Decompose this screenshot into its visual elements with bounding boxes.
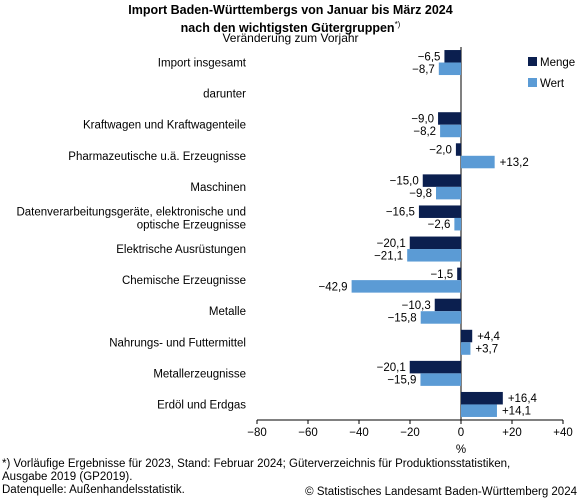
bar-menge: [438, 112, 461, 125]
category-label: Datenverarbeitungsgeräte, elektronische …: [16, 206, 246, 218]
value-label: −10,3: [402, 300, 431, 312]
category-label: Kraftwagen und Kraftwagenteile: [83, 120, 246, 132]
value-label: −20,1: [377, 362, 406, 374]
x-axis: −80 −60 −40 −20 0 +20 +40%: [247, 419, 573, 456]
category-label: Import insgesamt: [158, 58, 247, 70]
legend: Menge Wert: [528, 57, 575, 90]
chart-title-text: nach den wichtigsten Gütergruppen: [180, 21, 395, 36]
bar-menge: [444, 50, 461, 63]
bars: [351, 50, 503, 417]
value-label: −15,0: [390, 176, 419, 188]
value-label: −2,6: [428, 219, 451, 231]
category-label: Elektrische Ausrüstungen: [116, 244, 246, 256]
data-source: Datenquelle: Außenhandelsstatistik.: [2, 484, 185, 496]
value-label: +3,7: [475, 344, 498, 356]
bar-menge: [418, 205, 461, 218]
category-label: Metallerzeugnisse: [153, 368, 246, 380]
x-tick-label: 0: [458, 427, 464, 439]
chart-title-line2: nach den wichtigsten Gütergruppen*): [0, 17, 581, 36]
chart-subtitle: Veränderung zum Vorjahr: [222, 31, 359, 45]
footnote-2: Ausgabe 2019 (GP2019).: [2, 471, 133, 483]
category-label: darunter: [203, 89, 246, 101]
value-label: −9,8: [409, 188, 432, 200]
legend-label-menge: Menge: [540, 57, 575, 69]
value-label: −42,9: [318, 281, 347, 293]
bar-menge: [434, 298, 461, 312]
chart-title-line1: Import Baden-Württembergs von Januar bis…: [128, 3, 453, 17]
legend-swatch-menge: [528, 57, 537, 66]
value-label: +14,1: [502, 406, 531, 418]
value-label: −8,2: [413, 126, 436, 138]
x-tick-label: −20: [400, 427, 420, 439]
legend-swatch-wert: [528, 78, 537, 87]
bar-wert: [461, 404, 497, 417]
value-label: −2,0: [429, 145, 452, 157]
value-label: −9,0: [411, 113, 434, 125]
value-label: −21,1: [374, 250, 403, 262]
category-label: optische Erzeugnisse: [137, 219, 246, 231]
value-label: −15,9: [387, 375, 416, 387]
x-tick-label: −40: [349, 427, 369, 439]
bar-menge: [461, 329, 473, 343]
footnote-mark: *): [394, 20, 401, 29]
value-label: −1,5: [430, 269, 453, 281]
category-label: Erdöl und Erdgas: [157, 399, 246, 411]
bar-menge: [409, 236, 461, 250]
bar-wert: [420, 311, 461, 324]
category-label: Nahrungs- und Futtermittel: [109, 337, 246, 349]
category-labels: Import insgesamt darunter Kraftwagen und K…: [16, 58, 246, 412]
bar-wert: [407, 249, 461, 262]
copyright: © Statistisches Landesamt Baden-Württemb…: [305, 486, 577, 498]
x-tick-label: −80: [247, 427, 267, 439]
bar-wert: [461, 155, 495, 169]
value-label: −8,7: [412, 64, 435, 76]
x-tick-label: +40: [553, 427, 573, 439]
bar-wert: [461, 342, 471, 355]
x-tick-label: −60: [298, 427, 318, 439]
legend-label-wert: Wert: [540, 78, 565, 90]
bar-chart: −6,5−8,7 −9,0−8,2 −2,0 +13,2 −15,0−9,8 −16,5 −…: [16, 47, 575, 456]
bar-wert: [351, 280, 461, 293]
bar-menge: [457, 267, 461, 281]
value-label: −15,8: [388, 312, 417, 324]
category-label: Pharmazeutische u.ä. Erzeugnisse: [68, 151, 246, 163]
bar-wert: [438, 62, 461, 76]
bar-wert: [436, 186, 461, 200]
bar-wert: [454, 217, 461, 231]
bar-wert: [420, 373, 461, 386]
category-label: Maschinen: [190, 182, 246, 194]
value-label: +16,4: [508, 393, 538, 405]
bar-menge: [422, 174, 461, 187]
value-label: +13,2: [500, 157, 529, 169]
value-label: +4,4: [477, 331, 500, 343]
category-label: Metalle: [209, 306, 246, 318]
category-label: Chemische Erzeugnisse: [122, 275, 246, 287]
value-labels: −6,5−8,7 −9,0−8,2 −2,0 +13,2 −15,0−9,8 −16,5 −…: [318, 51, 537, 417]
bar-menge: [409, 360, 461, 374]
footnote-1: *) Vorläufige Ergebnisse für 2023, Stand…: [2, 458, 511, 470]
bar-wert: [440, 124, 461, 138]
value-label: −16,5: [386, 207, 415, 219]
bar-menge: [455, 143, 461, 156]
bar-menge: [461, 391, 503, 405]
x-axis-label: %: [456, 444, 466, 456]
x-tick-label: +20: [502, 427, 522, 439]
value-label: −20,1: [377, 238, 406, 250]
value-label: −6,5: [418, 51, 441, 63]
